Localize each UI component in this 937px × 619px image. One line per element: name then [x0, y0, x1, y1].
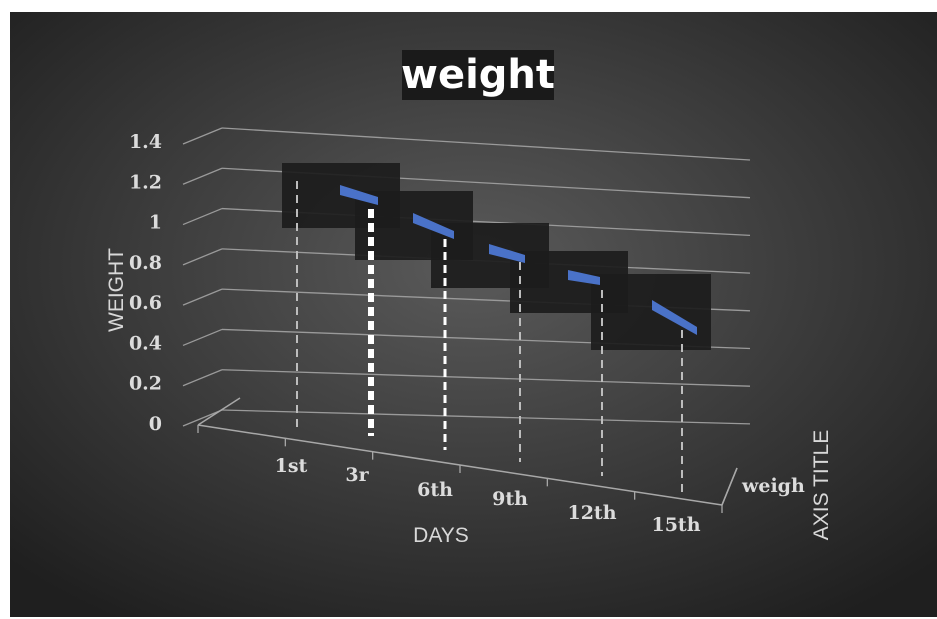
x-tick-layer: 1st 3r 6th 9th 12th 15th	[275, 455, 701, 536]
gridline	[221, 409, 751, 425]
depth-axis-line	[721, 467, 738, 506]
title-box	[402, 50, 554, 100]
series-depth-label: weigh	[741, 475, 805, 497]
y-axis-title: WEIGHT	[105, 248, 128, 332]
series-segment	[340, 185, 378, 205]
gridline-side	[182, 288, 223, 306]
gridline-side	[182, 409, 223, 427]
axis-layer	[197, 397, 738, 513]
data-layer	[282, 163, 711, 492]
y-tick-label: 0.4	[129, 332, 162, 354]
chart-title: weight	[401, 52, 555, 98]
x-tick-label: 9th	[492, 488, 528, 510]
chart-background	[10, 12, 937, 617]
x-tick-label: 12th	[567, 502, 616, 524]
gridline	[221, 369, 751, 387]
x-axis-title: DAYS	[413, 524, 469, 547]
y-tick-label: 0.8	[129, 252, 162, 274]
series-segment	[652, 300, 697, 335]
y-tick-label: 1.2	[129, 171, 162, 193]
gridline-side	[182, 167, 223, 185]
y-tick-label: 1	[149, 212, 162, 234]
x-tick-label: 6th	[417, 479, 453, 501]
y-tick-label: 1.4	[129, 131, 162, 153]
gridline-side	[182, 207, 223, 226]
y-tick-label: 0	[149, 413, 162, 435]
gridline-side	[182, 328, 223, 347]
x-tick-label: 3r	[345, 464, 369, 486]
gridline	[221, 127, 751, 161]
gridline-side	[182, 248, 223, 266]
depth-axis-title: AXIS TITLE	[810, 430, 833, 541]
series-segment	[568, 270, 600, 285]
floor-left-edge	[197, 397, 241, 426]
data-label-box	[591, 274, 711, 350]
series-segment	[413, 213, 454, 239]
y-tick-layer: 0 0.2 0.4 0.6 0.8 1 1.2 1.4	[129, 131, 162, 435]
x-tick-label: 1st	[275, 455, 308, 477]
y-tick-label: 0.2	[129, 373, 162, 395]
gridline-side	[182, 369, 223, 387]
series-segment	[489, 244, 525, 263]
gridline-side	[182, 127, 223, 145]
y-tick-label: 0.6	[129, 292, 162, 314]
x-tick-label: 15th	[651, 514, 700, 536]
